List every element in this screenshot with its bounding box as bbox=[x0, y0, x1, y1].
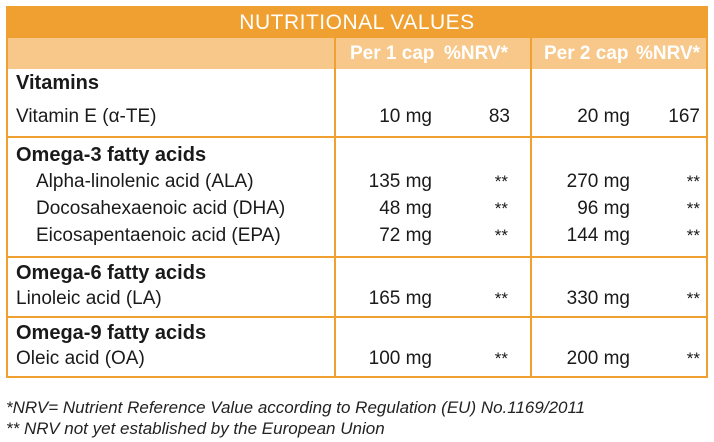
row-per-1-cap: 165 mg bbox=[368, 288, 432, 309]
row-per-2-cap: 200 mg bbox=[566, 348, 630, 369]
row-label: Docosahexaenoic acid (DHA) bbox=[36, 198, 286, 219]
row-nrv-1: ** bbox=[494, 349, 508, 368]
footnote-nrv-not-established: ** NRV not yet established by the Europe… bbox=[6, 419, 385, 438]
row-per-1-cap: 10 mg bbox=[379, 106, 432, 127]
group-divider bbox=[8, 136, 706, 138]
column-header-per-2-cap: Per 2 cap bbox=[544, 43, 629, 64]
group-heading-omega-3: Omega-3 fatty acids bbox=[16, 144, 207, 166]
row-per-1-cap: 48 mg bbox=[379, 198, 432, 219]
group-heading-omega-9: Omega-9 fatty acids bbox=[16, 322, 207, 344]
row-label: Eicosapentaenoic acid (EPA) bbox=[36, 225, 281, 246]
row-nrv-1: ** bbox=[494, 226, 508, 245]
column-header-per-1-cap: Per 1 cap bbox=[350, 43, 435, 64]
column-divider bbox=[334, 38, 336, 376]
row-label: Vitamin E (α-TE) bbox=[16, 106, 157, 127]
row-nrv-2: ** bbox=[686, 226, 700, 245]
row-nrv-2: ** bbox=[686, 199, 700, 218]
table-title: NUTRITIONAL VALUES bbox=[8, 8, 706, 38]
row-label: Alpha-linolenic acid (ALA) bbox=[36, 171, 254, 192]
row-per-2-cap: 144 mg bbox=[566, 225, 630, 246]
group-heading-vitamins: Vitamins bbox=[16, 72, 99, 94]
row-per-2-cap: 330 mg bbox=[566, 288, 630, 309]
group-divider bbox=[8, 256, 706, 258]
row-per-1-cap: 100 mg bbox=[368, 348, 432, 369]
row-nrv-1: ** bbox=[494, 289, 508, 308]
group-divider bbox=[8, 316, 706, 318]
nutrition-table: NUTRITIONAL VALUES Per 1 cap %NRV* Per 2… bbox=[6, 6, 708, 378]
row-per-1-cap: 72 mg bbox=[379, 225, 432, 246]
row-label: Oleic acid (OA) bbox=[16, 348, 145, 369]
row-nrv-2: ** bbox=[686, 172, 700, 191]
column-divider bbox=[530, 38, 532, 376]
column-header-nrv-1: %NRV* bbox=[444, 43, 509, 64]
row-per-2-cap: 96 mg bbox=[577, 198, 630, 219]
row-per-2-cap: 270 mg bbox=[566, 171, 630, 192]
row-nrv-1: ** bbox=[494, 172, 508, 191]
row-label: Linoleic acid (LA) bbox=[16, 288, 162, 309]
row-per-1-cap: 135 mg bbox=[368, 171, 432, 192]
column-header-nrv-2: %NRV* bbox=[636, 43, 701, 64]
group-heading-omega-6: Omega-6 fatty acids bbox=[16, 262, 207, 284]
row-nrv-2: ** bbox=[686, 289, 700, 308]
footnote-nrv-definition: *NRV= Nutrient Reference Value according… bbox=[6, 398, 586, 417]
row-nrv-1: 83 bbox=[488, 106, 510, 127]
row-nrv-1: ** bbox=[494, 199, 508, 218]
row-nrv-2: 167 bbox=[668, 106, 700, 127]
row-per-2-cap: 20 mg bbox=[577, 106, 630, 127]
column-header-row: Per 1 cap %NRV* Per 2 cap %NRV* bbox=[8, 38, 706, 69]
row-nrv-2: ** bbox=[686, 349, 700, 368]
